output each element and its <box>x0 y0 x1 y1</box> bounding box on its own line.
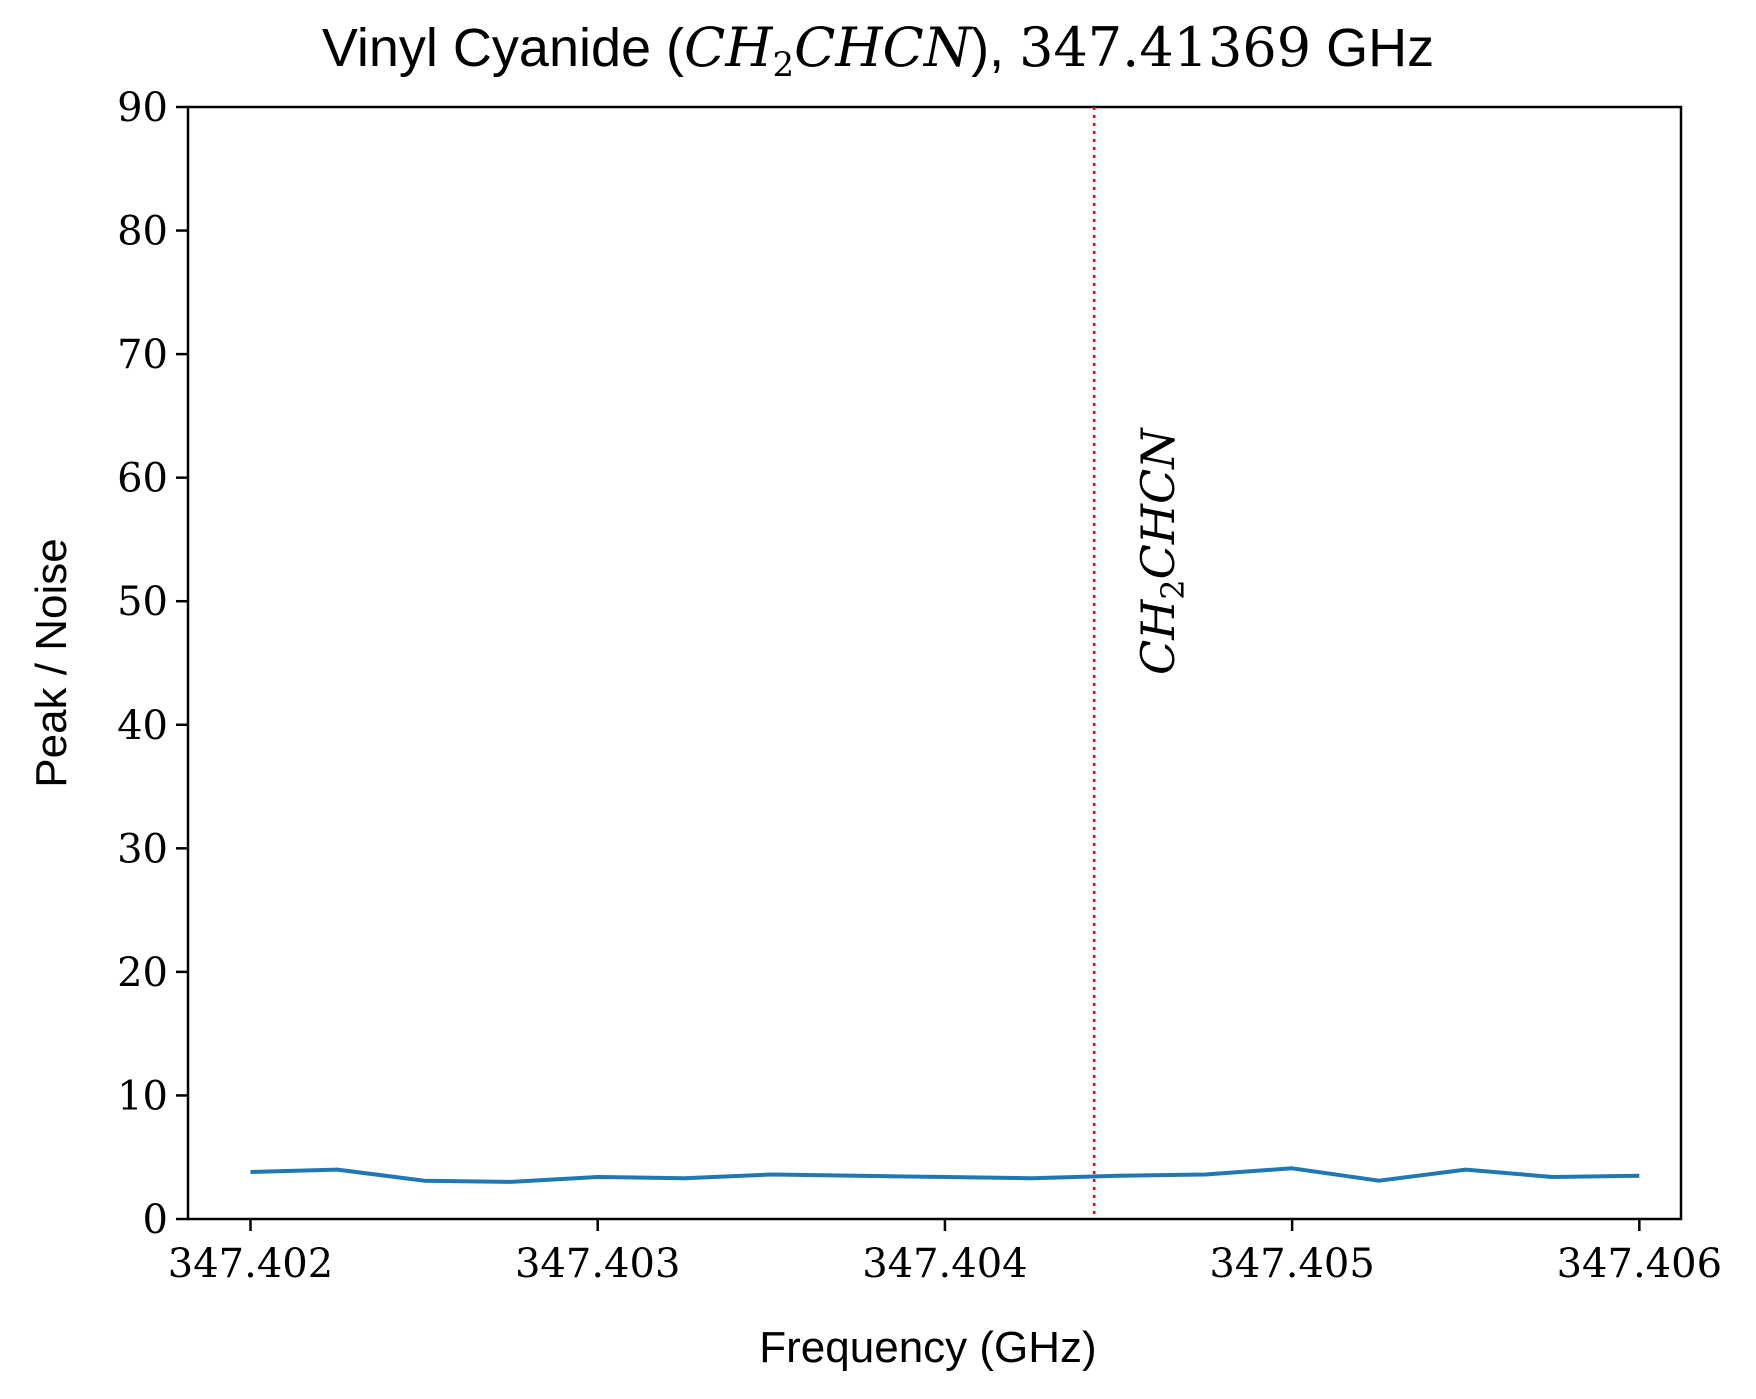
x-tick-label: 347.404 <box>862 1241 1027 1287</box>
series-line <box>250 1166 1640 1184</box>
chart-title: Vinyl Cyanide (CH2CHCN), 347.41369 GHz <box>322 16 1434 85</box>
x-axis-ticks: 347.402 347.403 347.404 347.405 347.406 <box>168 1219 1722 1287</box>
title-freq: 347.41369 <box>1019 16 1311 79</box>
y-axis-title: Peak / Noise <box>27 538 76 787</box>
y-tick-label: 80 <box>117 209 168 255</box>
title-formula-sub: 2 <box>772 45 794 85</box>
title-prefix: Vinyl Cyanide ( <box>322 18 684 78</box>
y-tick-label: 40 <box>117 703 168 749</box>
marker-label-a: CH <box>1131 599 1185 675</box>
x-axis-title: Frequency (GHz) <box>759 1323 1096 1372</box>
y-tick-label: 50 <box>117 579 168 625</box>
y-axis-ticks: 0 10 20 30 40 50 60 70 80 90 <box>117 85 188 1243</box>
marker-label: CH2CHCN <box>1131 427 1192 675</box>
marker-label-b: CHCN <box>1131 427 1185 580</box>
title-formula-a: CH <box>684 16 773 79</box>
x-tick-label: 347.402 <box>168 1241 333 1287</box>
title-suffix: GHz <box>1311 18 1434 78</box>
series-group <box>250 1166 1640 1184</box>
title-middle: ), <box>971 18 1019 78</box>
y-tick-label: 60 <box>117 456 168 502</box>
x-tick-label: 347.406 <box>1557 1241 1722 1287</box>
marker-label-sub: 2 <box>1154 579 1192 599</box>
y-tick-label: 90 <box>117 85 168 131</box>
y-tick-label: 0 <box>143 1197 168 1243</box>
y-tick-label: 30 <box>117 826 168 872</box>
title-formula-b: CHCN <box>794 16 973 79</box>
y-tick-label: 70 <box>117 332 168 378</box>
x-tick-label: 347.405 <box>1209 1241 1374 1287</box>
plot-frame <box>186 105 1683 1221</box>
y-tick-label: 20 <box>117 950 168 996</box>
y-tick-label: 10 <box>117 1073 168 1119</box>
x-tick-label: 347.403 <box>515 1241 680 1287</box>
